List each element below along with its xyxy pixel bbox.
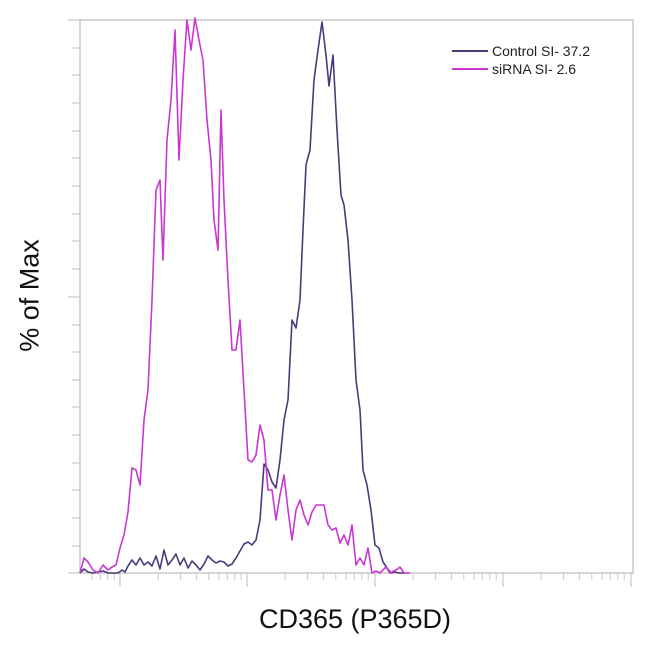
legend-item-control: Control SI- 37.2 [452, 42, 590, 60]
legend-label-sirna: siRNA SI- 2.6 [492, 61, 577, 77]
sirna-series-line [79, 17, 410, 574]
series-lines [79, 17, 410, 574]
legend: Control SI- 37.2 siRNA SI- 2.6 [452, 42, 590, 78]
legend-item-sirna: siRNA SI- 2.6 [452, 60, 590, 78]
y-axis-label: % of Max [14, 239, 45, 352]
y-axis-ticks [68, 19, 80, 574]
legend-swatch-control [452, 50, 488, 52]
plot-frame [79, 19, 634, 574]
control-series-line [79, 21, 405, 574]
legend-label-control: Control SI- 37.2 [492, 43, 591, 59]
legend-swatch-sirna [452, 68, 488, 70]
x-axis-ticks [91, 573, 632, 587]
x-axis-label: CD365 (P365D) [258, 604, 452, 634]
